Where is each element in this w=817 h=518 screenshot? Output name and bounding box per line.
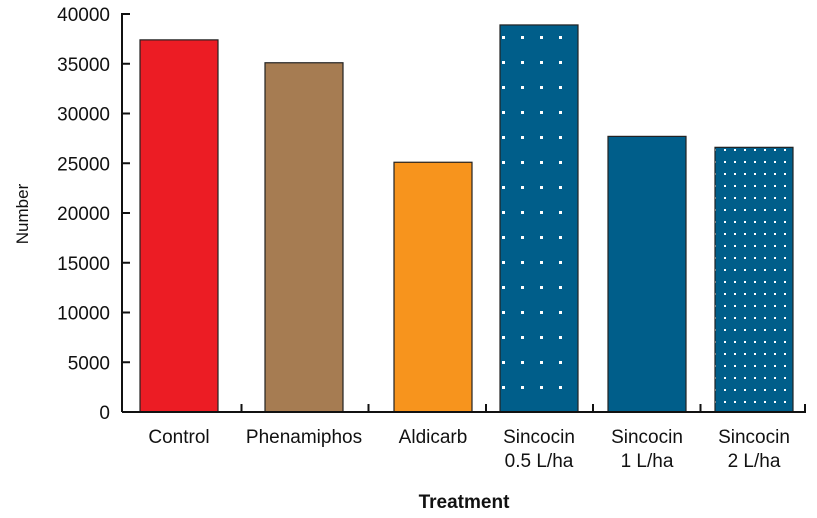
bar-0 [139,39,219,413]
category-labels: Control Phenamiphos Aldicarb Sincocin 0.5 L/… [148,427,790,472]
x-axis-ticks [240,404,806,412]
bar-5 [714,146,794,413]
y-tick-label-5: 25000 [57,154,110,175]
y-tick-label-3: 15000 [57,254,110,275]
x-category-label-2: Aldicarb [399,427,468,448]
y-tick-label-8: 40000 [57,5,110,26]
x-category-label-4: Sincocin 1 L/ha [611,427,683,472]
x-category-label-5-line-1: 2 L/ha [728,451,781,472]
y-tick-label-4: 20000 [57,204,110,225]
y-tick-label-6: 30000 [57,105,110,126]
x-category-label-4-line-0: Sincocin [611,427,683,448]
x-category-label-0-line-0: Control [148,427,209,448]
x-category-label-3: Sincocin 0.5 L/ha [503,427,575,472]
x-category-label-5-line-0: Sincocin [718,427,790,448]
y-axis-ticks: 0 5000 10000 15000 20000 25000 30000 35000 40000 [57,5,130,424]
y-tick-label-7: 35000 [57,55,110,76]
bar-4 [607,135,687,413]
x-axis-title: Treatment [419,492,510,513]
x-category-label-1-line-0: Phenamiphos [246,427,362,448]
x-category-label-4-line-1: 1 L/ha [621,451,674,472]
x-category-label-3-line-1: 0.5 L/ha [505,451,574,472]
y-tick-label-1: 5000 [68,353,110,374]
bar-1 [264,62,344,413]
y-tick-label-0: 0 [99,403,110,424]
y-tick-label-2: 10000 [57,304,110,325]
x-category-label-5: Sincocin 2 L/ha [718,427,790,472]
x-category-label-0: Control [148,427,209,448]
bars [139,24,794,413]
bar-2 [393,161,473,413]
x-category-label-1: Phenamiphos [246,427,362,448]
x-category-label-2-line-0: Aldicarb [399,427,468,448]
bar-3 [499,24,579,413]
x-category-label-3-line-0: Sincocin [503,427,575,448]
y-axis-title: Number [13,183,32,244]
